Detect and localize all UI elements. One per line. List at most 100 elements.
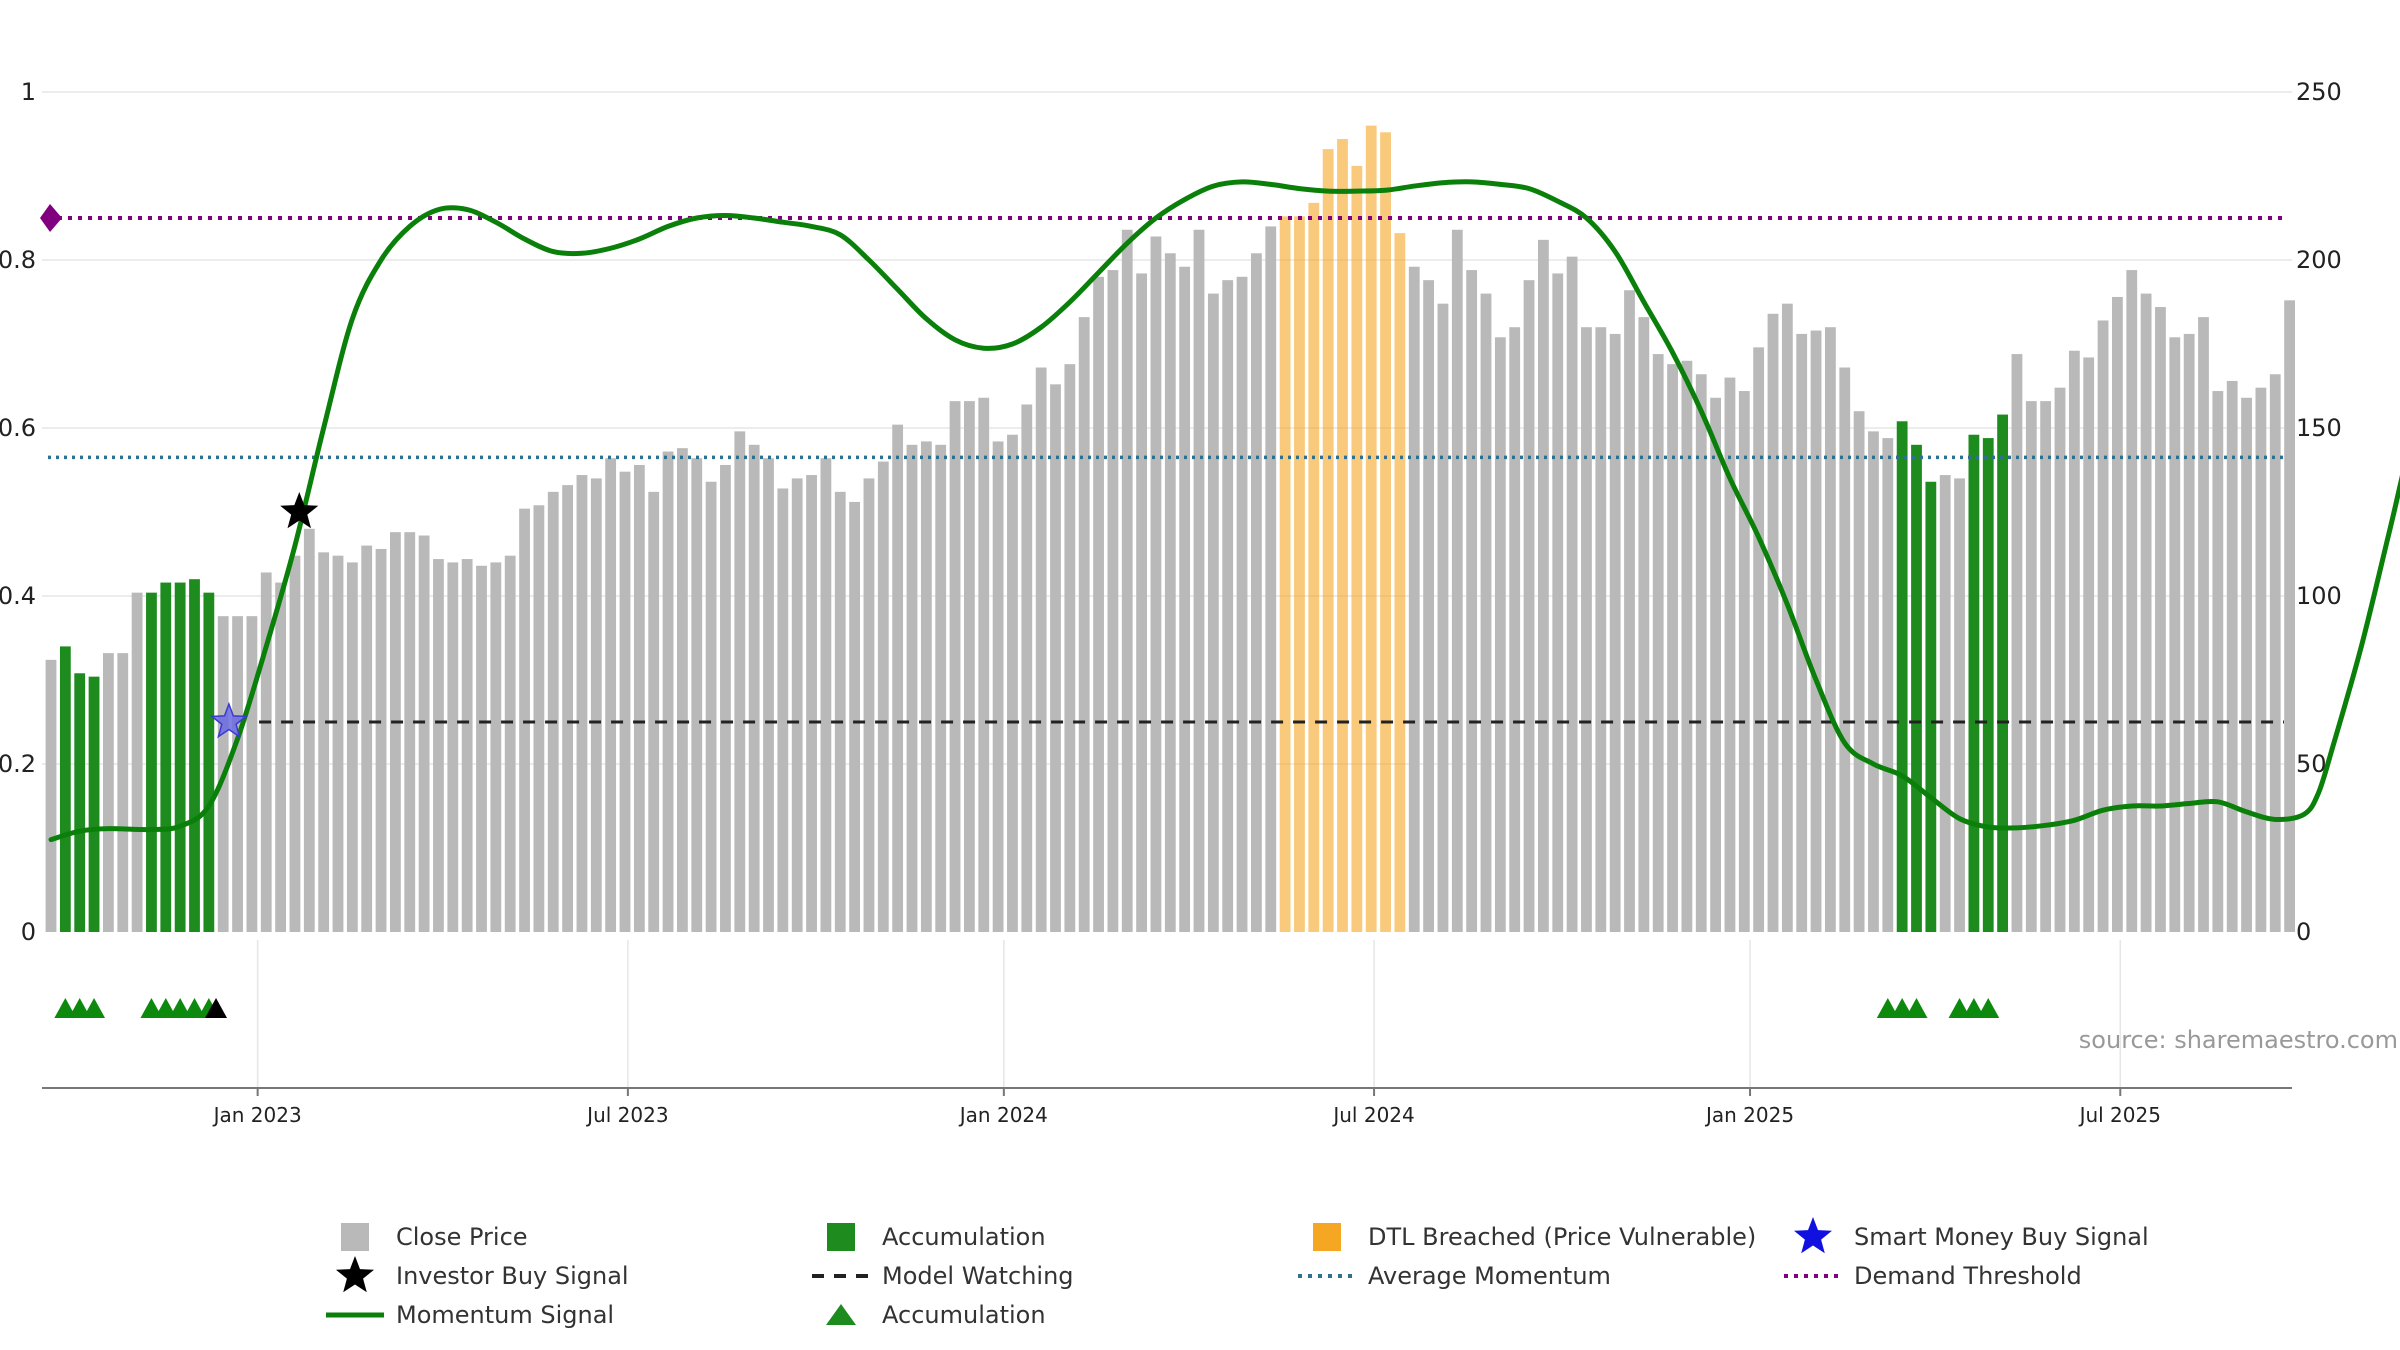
legend-label: DTL Breached (Price Vulnerable) xyxy=(1368,1223,1756,1251)
left-axis-tick: 0 xyxy=(21,918,36,946)
legend-item: Accumulation xyxy=(826,1301,1046,1329)
x-axis-tick: Jan 2025 xyxy=(1704,1103,1794,1127)
close-price-bar xyxy=(662,451,674,932)
close-price-bar xyxy=(2140,293,2152,933)
close-price-bar xyxy=(720,464,731,932)
close-price-bar xyxy=(461,559,473,932)
legend-label: Accumulation xyxy=(882,1223,1046,1251)
left-axis-tick: 0.4 xyxy=(0,582,36,610)
accumulation-bar xyxy=(59,646,71,932)
close-price-bar xyxy=(2112,296,2123,933)
investor-buy-signal xyxy=(280,492,319,529)
right-axis-tick: 250 xyxy=(2296,78,2342,106)
close-price-bar xyxy=(705,481,717,932)
right-axis-tick: 100 xyxy=(2296,582,2342,610)
legend-symbol xyxy=(341,1223,369,1251)
close-price-bar xyxy=(1121,229,1133,932)
signal-markers xyxy=(54,492,2000,1018)
close-price-bar xyxy=(1007,434,1018,932)
accumulation-bar xyxy=(1911,444,1922,932)
left-axis-tick: 0.2 xyxy=(0,750,36,778)
right-axis-tick: 50 xyxy=(2296,750,2327,778)
dtl-breached-bar xyxy=(1294,216,1305,932)
legend-item: Model Watching xyxy=(812,1262,1074,1290)
legend-item: Demand Threshold xyxy=(1784,1262,2082,1290)
close-price-bar xyxy=(1466,270,1478,933)
close-price-bar xyxy=(877,461,889,932)
close-price-bar xyxy=(1767,313,1779,932)
close-price-bar xyxy=(547,491,559,932)
momentum-line-layer xyxy=(48,179,2400,843)
close-price-bar xyxy=(1451,229,1463,932)
close-price-bar xyxy=(275,582,286,932)
dtl-breached-bar xyxy=(1337,139,1348,933)
source-label: source: sharemaestro.com xyxy=(2079,1026,2398,1054)
close-price-bar xyxy=(232,616,243,932)
x-axis-tick: Jul 2025 xyxy=(2078,1103,2161,1127)
accumulation-marker xyxy=(1876,998,1899,1018)
close-price-bar xyxy=(1652,354,1664,933)
axes: 0 0.2 0.4 0.6 0.8 1 0 50 100 150 200 250 Jan 2023 Jul… xyxy=(0,78,2342,1127)
accumulation-marker xyxy=(154,998,177,1018)
close-price-bar xyxy=(1222,280,1234,932)
legend-symbol xyxy=(826,1304,856,1325)
close-price-bar xyxy=(1638,317,1650,932)
close-price-bar xyxy=(1078,317,1090,932)
legend-label: Momentum Signal xyxy=(396,1301,614,1329)
close-price-bar xyxy=(1609,333,1621,932)
close-price-bar xyxy=(332,555,344,932)
close-price-bar xyxy=(763,458,774,932)
close-price-bar xyxy=(117,653,129,932)
accumulation-marker xyxy=(183,998,206,1018)
close-price-bar xyxy=(476,565,487,932)
close-price-bar xyxy=(1021,404,1033,933)
close-price-bar xyxy=(390,532,401,932)
close-price-bar xyxy=(447,562,459,932)
legend-label: Average Momentum xyxy=(1368,1262,1611,1290)
close-price-bar xyxy=(1839,367,1851,932)
demand-threshold-marker xyxy=(40,204,62,232)
close-price-bar xyxy=(1480,293,1492,933)
right-axis-tick: 150 xyxy=(2296,414,2342,442)
accumulation-marker xyxy=(1948,998,1971,1018)
close-price-bar xyxy=(633,464,645,932)
close-price-bar xyxy=(1035,367,1047,932)
close-price-bar xyxy=(1523,280,1535,932)
close-price-bar xyxy=(1882,438,1894,932)
dtl-breached-bar xyxy=(1322,149,1334,932)
close-price-bar xyxy=(2212,391,2224,932)
dtl-breached-bar xyxy=(1351,165,1363,933)
close-price-bar xyxy=(863,478,875,932)
close-price-bar xyxy=(2255,387,2267,932)
accumulation-bar xyxy=(88,676,100,932)
close-price-bar xyxy=(1710,397,1721,932)
close-price-bar xyxy=(1954,478,1965,932)
accumulation-bar xyxy=(1997,414,2008,932)
close-price-bar xyxy=(246,616,258,932)
close-price-bar xyxy=(2155,307,2166,932)
close-price-bar xyxy=(1164,253,1176,932)
close-price-bar xyxy=(748,444,760,932)
dtl-breached-bar xyxy=(1308,202,1320,932)
close-price-bar xyxy=(935,444,947,932)
close-price-bar xyxy=(906,444,918,932)
right-axis-tick: 200 xyxy=(2296,246,2342,274)
accumulation-bar xyxy=(1982,438,1994,932)
close-price-bar xyxy=(2169,337,2181,932)
close-price-bar xyxy=(533,505,545,932)
close-price-bar xyxy=(1193,229,1205,932)
close-price-bar xyxy=(45,659,57,932)
accumulation-bar xyxy=(1925,481,1937,932)
close-price-bar xyxy=(1265,226,1277,932)
close-price-bar xyxy=(1408,266,1420,933)
accumulation-marker xyxy=(1905,998,1928,1018)
close-price-bar xyxy=(1150,236,1162,933)
close-price-bar xyxy=(777,488,789,932)
close-price-bar xyxy=(2025,401,2037,932)
close-price-bar xyxy=(1724,377,1736,933)
close-price-bar xyxy=(131,592,143,932)
legend-item: Close Price xyxy=(341,1223,528,1251)
close-price-bar xyxy=(1566,256,1578,932)
close-price-bar xyxy=(820,458,832,932)
